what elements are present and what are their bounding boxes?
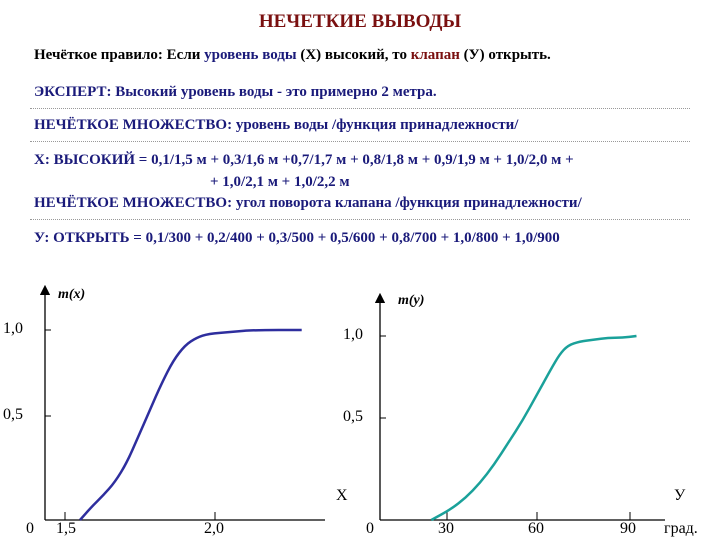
rule-middle: высокий, то xyxy=(324,47,411,63)
y-open-definition: У: ОТКРЫТЬ = 0,1/300 + 0,2/400 + 0,3/500… xyxy=(34,230,560,246)
chart1-xtick-15: 1,5 xyxy=(56,520,76,537)
chart1-ytick-1: 1,0 xyxy=(3,320,23,337)
chart1-xtick-20: 2,0 xyxy=(204,520,224,537)
chart2-xtick-60: 60 xyxy=(528,520,544,537)
chart2-ytick-05: 0,5 xyxy=(343,408,363,425)
rule-suffix: открыть. xyxy=(488,47,551,63)
divider xyxy=(30,141,690,142)
expert-statement: ЭКСПЕРТ: Высокий уровень воды - это прим… xyxy=(34,84,437,100)
divider xyxy=(30,108,690,109)
divider xyxy=(30,219,690,220)
fuzzy-rule: Нечёткое правило: Если уровень воды (Х) … xyxy=(34,47,551,64)
chart1-membership-curve xyxy=(79,328,302,521)
chart2-x-unit: град. xyxy=(664,520,698,537)
chart2-ytick-1: 1,0 xyxy=(343,326,363,343)
chart2-xtick-30: 30 xyxy=(438,520,454,537)
chart2-xtick-90: 90 xyxy=(620,520,636,537)
chart2-membership-curve xyxy=(430,334,637,522)
chart2-axes xyxy=(374,292,665,521)
chart1-xlabel: Х xyxy=(336,487,348,504)
chart2-xtick-0: 0 xyxy=(366,520,374,537)
rule-antecedent-var: (Х) xyxy=(296,47,325,63)
chart1-axes xyxy=(39,284,325,521)
rule-consequent-var: (У) xyxy=(459,47,489,63)
x-high-definition-cont: + 1,0/2,1 м + 1,0/2,2 м xyxy=(210,174,350,190)
chart2-ylabel: m(y) xyxy=(398,293,424,308)
fuzzy-set-valve-angle: НЕЧЁТКОЕ МНОЖЕСТВО: угол поворота клапан… xyxy=(34,195,582,211)
chart2-xlabel: У xyxy=(674,487,686,504)
chart1-ytick-05: 0,5 xyxy=(3,406,23,423)
page-title: НЕЧЕТКИЕ ВЫВОДЫ xyxy=(258,11,462,32)
x-high-definition: Х: ВЫСОКИЙ = 0,1/1,5 м + 0,3/1,6 м +0,7/… xyxy=(34,152,574,168)
rule-prefix: Нечёткое правило: Если xyxy=(34,47,205,63)
rule-antecedent: уровень воды xyxy=(204,47,297,63)
chart1-xtick-0: 0 xyxy=(26,520,34,537)
rule-consequent: клапан xyxy=(410,47,460,63)
chart1-ylabel: m(x) xyxy=(58,287,85,302)
fuzzy-set-water-level: НЕЧЁТКОЕ МНОЖЕСТВО: уровень воды /функци… xyxy=(34,117,519,133)
